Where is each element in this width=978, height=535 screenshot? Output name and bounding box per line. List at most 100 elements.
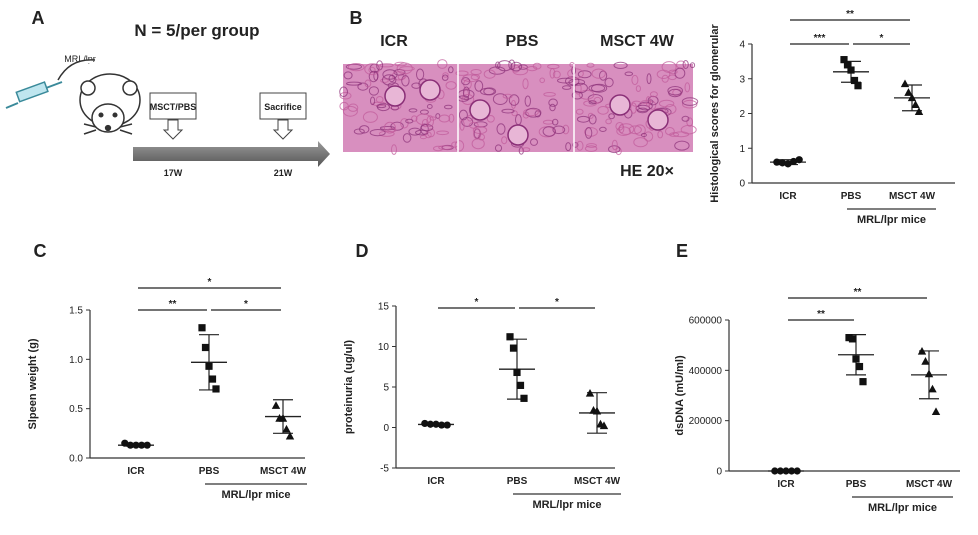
tissue-tubule xyxy=(496,123,506,135)
tissue-tubule xyxy=(339,86,349,98)
data-point-triangle xyxy=(278,414,288,422)
mouse-whisker xyxy=(83,123,97,128)
y-axis-title: Slpeen weight (g) xyxy=(27,338,39,429)
data-point-square xyxy=(854,82,862,90)
data-point-triangle xyxy=(271,401,281,409)
tissue-tubule xyxy=(539,77,546,84)
tissue-tubule xyxy=(587,112,594,119)
timeline-arrow xyxy=(133,141,330,167)
event-box xyxy=(259,92,307,120)
tissue-tubule xyxy=(492,93,508,105)
tissue-tubule xyxy=(618,124,625,134)
tissue-tubule xyxy=(483,87,497,96)
glomerulus xyxy=(507,124,529,146)
mouse-ear-left xyxy=(80,80,96,96)
event-label: MSCT/PBS xyxy=(150,102,197,112)
tissue-tubule xyxy=(682,60,689,69)
tissue-tubule xyxy=(368,86,379,96)
panel-c-letter: C xyxy=(34,241,47,261)
y-tick-label: 4 xyxy=(739,40,745,51)
data-point-triangle xyxy=(585,388,595,397)
tissue-tubule xyxy=(378,130,395,137)
mouse-tail xyxy=(57,59,96,81)
tissue-tubule xyxy=(473,128,482,140)
tissue-tubule xyxy=(565,76,580,86)
tissue-tubule xyxy=(373,70,379,81)
tissue-tubule xyxy=(562,85,572,90)
tissue-tubule xyxy=(426,115,435,128)
glomerulus xyxy=(469,99,491,121)
tissue-tubule xyxy=(524,95,531,107)
tissue-tubule xyxy=(593,96,602,104)
data-point-square xyxy=(509,344,518,352)
tissue-tubule xyxy=(470,74,481,81)
tissue-tubule xyxy=(461,94,475,105)
tissue-tubule xyxy=(362,111,378,123)
tissue-tubule xyxy=(445,81,457,90)
tissue-tubule xyxy=(576,140,584,151)
tissue-tubule xyxy=(495,61,501,69)
y-tick-label: 1.5 xyxy=(69,306,83,317)
tissue-tubule xyxy=(411,115,418,122)
x-category-label: PBS xyxy=(199,466,220,477)
x-category-label: ICR xyxy=(779,191,797,202)
tissue-tubule xyxy=(375,96,384,104)
mouse-head xyxy=(91,103,125,133)
y-tick-label: 10 xyxy=(378,342,390,353)
tissue-tubule xyxy=(633,137,648,148)
significance-label: * xyxy=(244,299,248,310)
data-point-square xyxy=(212,385,220,393)
tissue-tubule xyxy=(508,94,520,106)
syringe-plunger xyxy=(45,81,63,89)
tissue-tubule xyxy=(597,106,609,115)
tissue-tubule xyxy=(686,117,694,127)
data-point-square xyxy=(850,76,859,85)
y-tick-label: 0 xyxy=(739,179,745,190)
significance-label: * xyxy=(208,277,212,288)
significance-label: *** xyxy=(814,33,826,44)
tissue-tubule xyxy=(518,64,528,70)
data-point-circle xyxy=(771,467,779,475)
histology-group-label: PBS xyxy=(506,33,539,50)
tissue-tubule xyxy=(562,124,570,135)
data-point-circle xyxy=(426,420,434,428)
mouse-icon xyxy=(57,59,141,135)
tissue-tubule xyxy=(608,145,621,154)
tissue-tubule xyxy=(387,128,397,133)
y-tick-label: -5 xyxy=(380,464,389,475)
tissue-tubule xyxy=(634,124,646,136)
y-tick-label: 400000 xyxy=(689,366,723,377)
tissue-tubule xyxy=(436,130,450,136)
tissue-tubule xyxy=(501,108,515,114)
x-category-label: MSCT 4W xyxy=(889,191,936,202)
mouse-eye-left xyxy=(98,112,104,118)
tissue-tubule xyxy=(613,61,628,70)
tissue-tubule xyxy=(379,63,394,68)
tissue-tubule xyxy=(345,63,362,70)
event-time: 17W xyxy=(164,168,183,178)
tissue-tubule xyxy=(522,111,530,119)
tissue-tubule xyxy=(415,129,429,136)
tissue-tubule xyxy=(668,88,682,98)
tissue-tubule xyxy=(486,115,495,123)
tissue-tubule xyxy=(668,74,677,81)
syringe-barrel xyxy=(15,81,49,103)
tissue-tubule xyxy=(425,131,432,139)
significance-label: * xyxy=(475,297,479,308)
tissue-tubule xyxy=(347,63,365,72)
x-category-label: MSCT 4W xyxy=(260,466,307,477)
significance-label: ** xyxy=(846,9,854,20)
tissue-tubule xyxy=(368,66,376,74)
mouse-whisker xyxy=(119,123,133,128)
histology-photo xyxy=(339,59,699,156)
y-tick-label: 2 xyxy=(739,109,745,120)
data-point-square xyxy=(506,333,514,341)
tissue-tubule xyxy=(525,107,542,118)
data-point-triangle xyxy=(907,93,917,102)
y-tick-label: 1.0 xyxy=(69,355,83,366)
tissue-tubule xyxy=(353,128,365,135)
data-point-triangle xyxy=(900,79,910,88)
tissue-tubule xyxy=(438,114,451,123)
x-category-label: ICR xyxy=(427,476,445,487)
